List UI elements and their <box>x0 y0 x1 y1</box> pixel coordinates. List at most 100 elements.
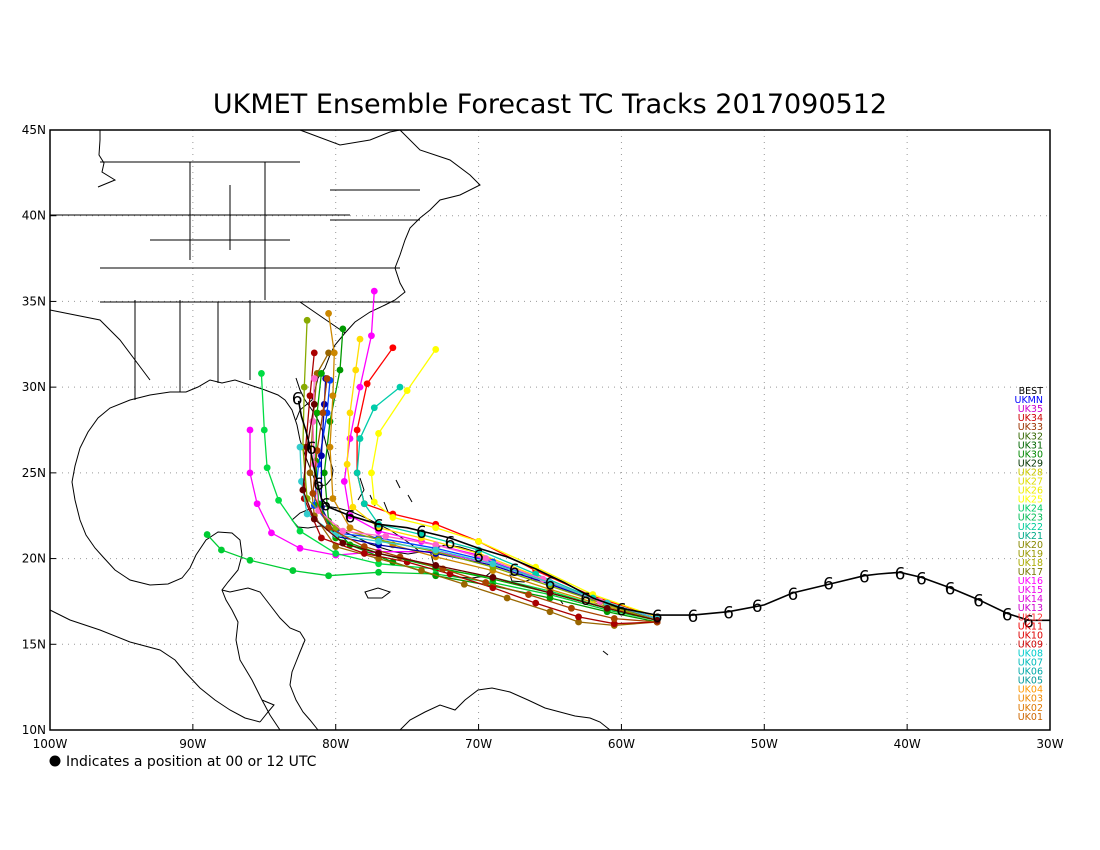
ensemble-track-point <box>310 515 318 523</box>
lat-tick-label: 25N <box>22 466 46 480</box>
legend-entry: UK02 <box>1018 703 1043 714</box>
ensemble-track-point <box>275 496 282 504</box>
ensemble-track-point <box>306 392 314 400</box>
gulf-coastline <box>71 379 281 731</box>
legend-entry: UK29 <box>1018 458 1043 469</box>
ensemble-track-line <box>303 352 658 625</box>
ensemble-track-point <box>310 400 318 408</box>
hurricane-symbol-icon: 6 <box>292 389 303 409</box>
ensemble-track-line <box>309 352 658 627</box>
ensemble-track-point <box>396 383 404 391</box>
hurricane-symbol-icon: 6 <box>945 580 956 600</box>
legend-entry: UK08 <box>1018 648 1043 659</box>
ensemble-track-point <box>326 418 334 425</box>
legend-entry: UK28 <box>1018 467 1043 478</box>
ensemble-track-point <box>375 550 382 557</box>
ensemble-track-point <box>360 500 368 508</box>
state-borders <box>49 161 420 400</box>
hurricane-symbol-icon: 6 <box>752 597 763 617</box>
ensemble-track-point <box>310 375 318 382</box>
us-east-coastline <box>97 129 481 421</box>
ensemble-track-line <box>346 339 658 620</box>
legend-entry: UK10 <box>1018 630 1043 641</box>
legend-entry: UK32 <box>1018 431 1043 442</box>
ensemble-track-point <box>389 514 397 521</box>
ensemble-track-point <box>432 562 440 569</box>
ensemble-track-point <box>482 579 490 586</box>
legend-entry: UK12 <box>1018 612 1043 623</box>
ensemble-track-point <box>482 555 490 562</box>
ensemble-track-point <box>309 490 317 497</box>
legend-entry: UK26 <box>1018 486 1043 497</box>
ensemble-track-point <box>320 469 328 477</box>
legend-entry: UKMN <box>1015 395 1044 406</box>
lat-tick-label: 20N <box>22 552 46 566</box>
ensemble-track-point <box>319 409 327 417</box>
ensemble-track-point <box>310 349 318 357</box>
ensemble-track-point <box>329 495 337 502</box>
ensemble-track-point <box>432 346 440 353</box>
central-america <box>221 587 319 731</box>
ensemble-track-point <box>300 383 308 391</box>
ensemble-track-point <box>253 500 261 508</box>
ensemble-track-line <box>356 386 658 620</box>
ensemble-track-point <box>525 591 532 598</box>
ensemble-track-point <box>353 469 361 477</box>
ensemble-track-point <box>340 478 348 485</box>
ensemble-track-point <box>203 531 211 538</box>
ensemble-track-point <box>382 532 390 540</box>
ensemble-track-point <box>489 574 497 581</box>
legend-entry: UK07 <box>1018 658 1043 669</box>
ensemble-track-point <box>460 580 468 588</box>
ensemble-track-point <box>332 543 340 550</box>
hurricane-symbol-icon: 6 <box>687 607 698 627</box>
hurricane-symbol-icon: 6 <box>895 564 906 584</box>
ensemble-track-point <box>299 486 307 494</box>
hurricane-symbol-icon: 6 <box>1023 612 1034 632</box>
ensemble-track-point <box>330 349 338 357</box>
ensemble-track-line <box>327 313 658 621</box>
legend-entry: UK27 <box>1018 477 1043 488</box>
ensemble-track-point <box>375 568 382 576</box>
ensemble-track-point <box>432 524 440 532</box>
legend-entry: UK25 <box>1018 495 1043 506</box>
ensemble-track-point <box>546 589 554 597</box>
ensemble-track-point <box>343 460 351 468</box>
hurricane-symbol-icon: 6 <box>973 592 984 612</box>
ensemble-track-point <box>306 469 314 477</box>
ensemble-track-point <box>313 447 321 454</box>
legend-entry: UK30 <box>1018 449 1043 460</box>
ensemble-track-point <box>603 604 611 612</box>
legend-entry: UK35 <box>1018 404 1043 415</box>
ensemble-track-point <box>403 387 411 394</box>
legend-entry: UK22 <box>1018 522 1043 533</box>
ensemble-track-point <box>339 527 347 535</box>
lon-tick-label: 100W <box>33 737 68 751</box>
jamaica <box>364 587 392 599</box>
hurricane-symbol-icon: 6 <box>823 575 834 595</box>
ensemble-track-point <box>323 375 331 382</box>
hurricane-symbol-icon: 6 <box>787 585 798 605</box>
ensemble-track-point <box>346 524 354 532</box>
hurricane-symbol-icon: 6 <box>445 533 456 553</box>
legend-entry: UK18 <box>1018 558 1043 569</box>
ensemble-track-point <box>289 567 297 574</box>
map-frame <box>49 129 1051 731</box>
legend-entry: UK06 <box>1018 667 1043 678</box>
ensemble-track-point <box>568 604 575 612</box>
lon-tick-label: 50W <box>751 737 778 751</box>
hurricane-symbol-icon: 6 <box>545 575 556 595</box>
footnote: Indicates a position at 00 or 12 UTC <box>66 754 317 770</box>
ensemble-track-point <box>368 332 375 340</box>
ensemble-track-point <box>346 409 354 417</box>
ensemble-track-point <box>546 579 554 586</box>
lat-tick-label: 35N <box>22 294 46 308</box>
legend-entry: UK24 <box>1018 504 1043 515</box>
lat-tick-label: 10N <box>22 723 46 737</box>
ensemble-track-point <box>318 534 325 542</box>
coastlines <box>49 129 611 731</box>
ensemble-track-point <box>352 366 360 374</box>
lat-tick-label: 15N <box>22 637 46 651</box>
